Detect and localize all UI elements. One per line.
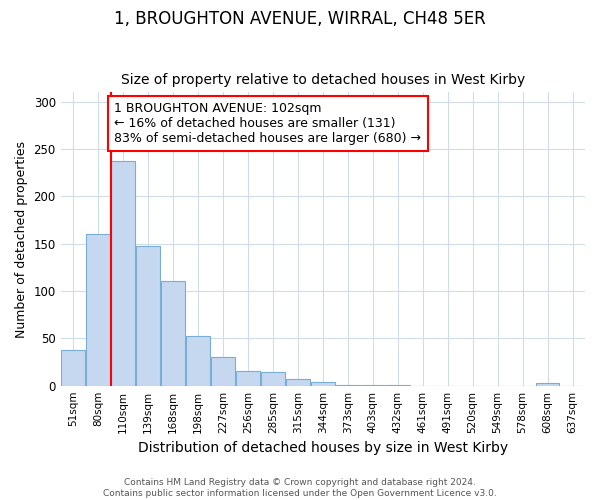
Title: Size of property relative to detached houses in West Kirby: Size of property relative to detached ho…: [121, 73, 525, 87]
Bar: [336, 384, 359, 386]
Bar: [111, 162, 135, 386]
Bar: [161, 280, 185, 386]
Text: 1 BROUGHTON AVENUE: 102sqm
← 16% of detached houses are smaller (131)
83% of sem: 1 BROUGHTON AVENUE: 102sqm ← 16% of deta…: [115, 102, 421, 145]
Bar: [211, 358, 235, 386]
Bar: [186, 336, 210, 386]
Bar: [86, 234, 110, 386]
Bar: [536, 383, 559, 386]
X-axis label: Distribution of detached houses by size in West Kirby: Distribution of detached houses by size …: [138, 441, 508, 455]
Bar: [361, 384, 385, 386]
Text: Contains HM Land Registry data © Crown copyright and database right 2024.
Contai: Contains HM Land Registry data © Crown c…: [103, 478, 497, 498]
Bar: [136, 246, 160, 386]
Bar: [61, 350, 85, 386]
Bar: [236, 370, 260, 386]
Y-axis label: Number of detached properties: Number of detached properties: [15, 140, 28, 338]
Bar: [386, 384, 410, 386]
Bar: [286, 379, 310, 386]
Text: 1, BROUGHTON AVENUE, WIRRAL, CH48 5ER: 1, BROUGHTON AVENUE, WIRRAL, CH48 5ER: [114, 10, 486, 28]
Bar: [261, 372, 285, 386]
Bar: [311, 382, 335, 386]
